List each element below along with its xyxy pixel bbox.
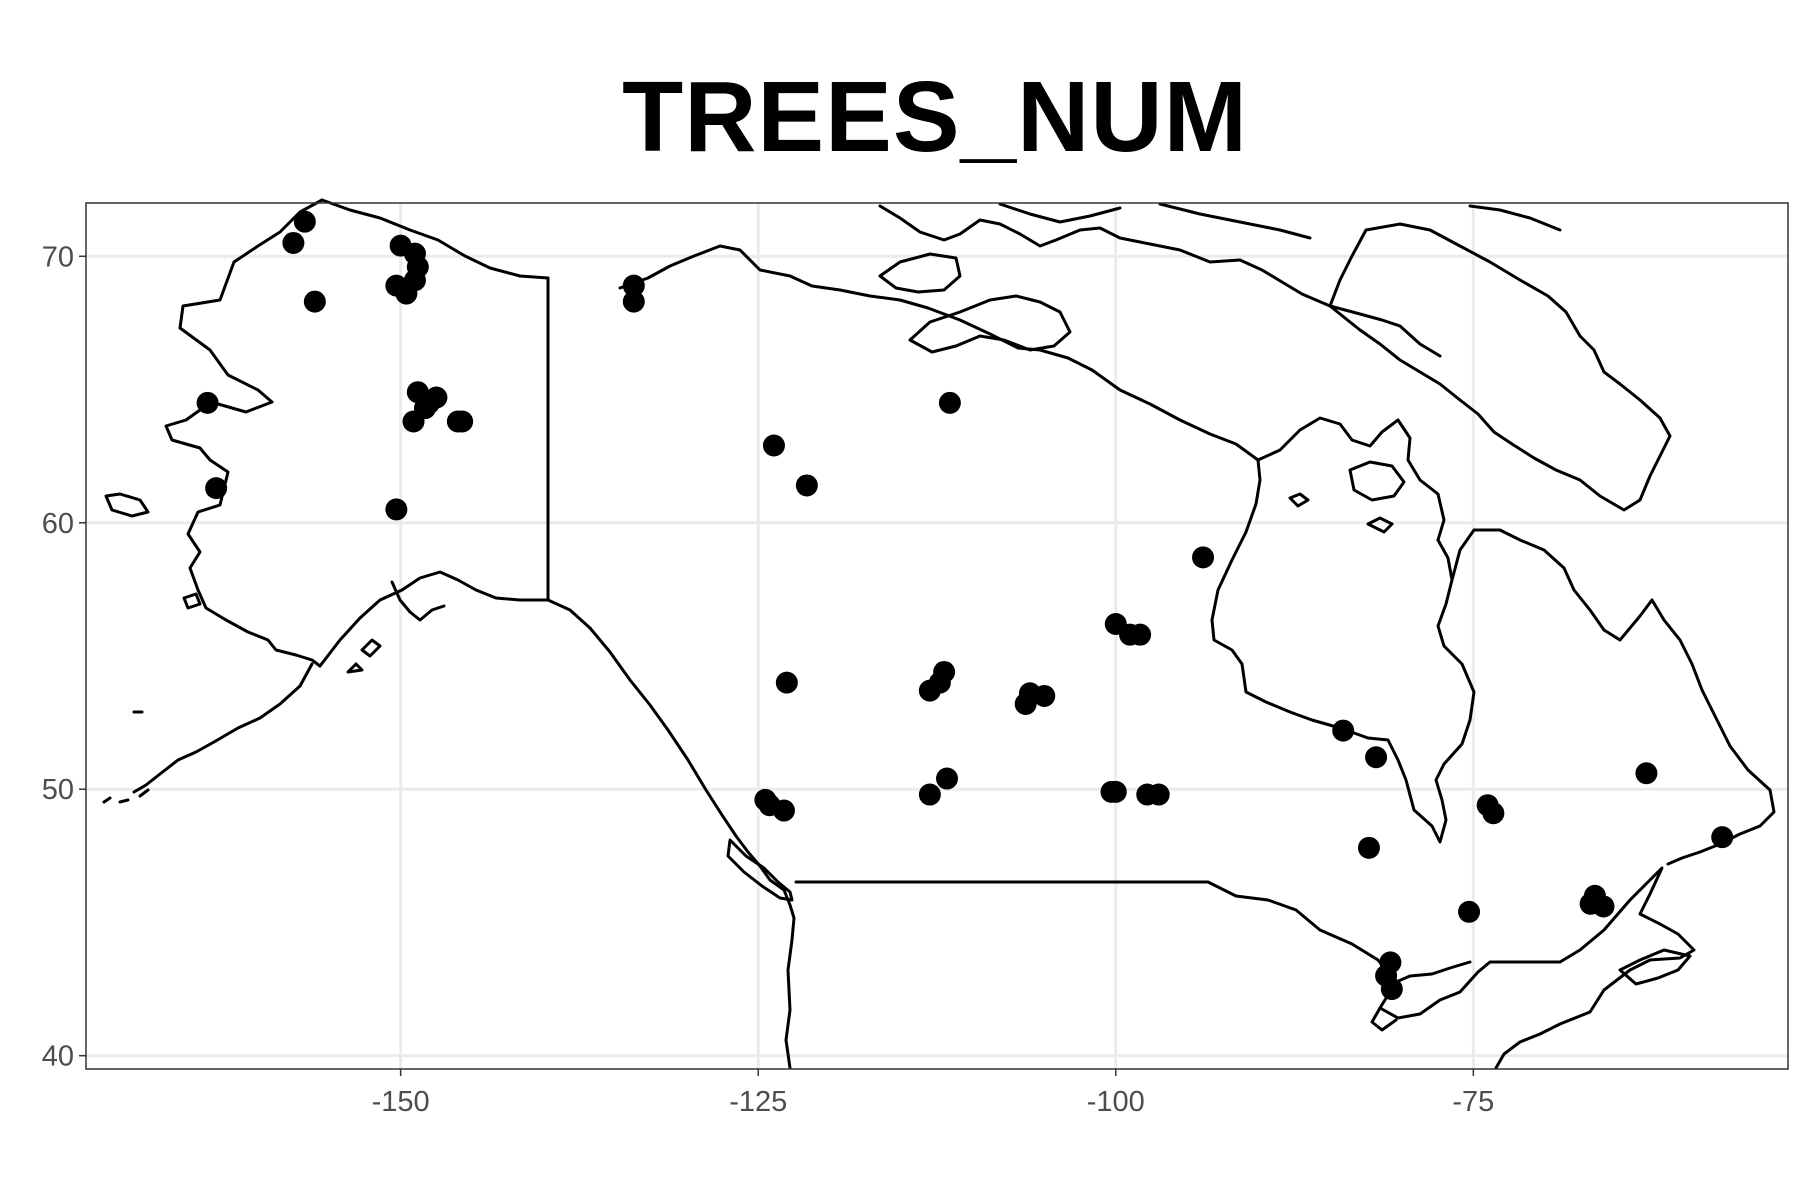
nova-scotia <box>1618 948 1692 986</box>
station-point <box>1365 746 1388 769</box>
station-point <box>1104 780 1127 803</box>
y-tick-label: 50 <box>42 774 74 806</box>
station-point <box>1711 826 1734 849</box>
x-tick-label: -100 <box>1087 1086 1145 1118</box>
station-point <box>303 290 326 313</box>
station-point <box>196 391 219 414</box>
x-tick-label: -75 <box>1452 1086 1494 1118</box>
station-point <box>918 783 941 806</box>
station-point <box>775 671 798 694</box>
coastline-layer <box>102 198 1776 1070</box>
banks-island <box>878 252 962 294</box>
arctic-mainland-coastline <box>618 244 1262 534</box>
st-lawrence-island <box>104 492 150 518</box>
boothia-melville <box>1256 416 1446 542</box>
y-tick-label: 70 <box>42 241 74 273</box>
station-point <box>402 410 425 433</box>
station-point <box>795 474 818 497</box>
alaska-coastline <box>164 198 324 668</box>
kenai-islands <box>182 592 382 674</box>
station-point <box>293 210 316 233</box>
station-point <box>451 410 474 433</box>
alaska-north-coastline <box>320 198 550 280</box>
station-point <box>1014 692 1037 715</box>
ellesmere-island <box>998 202 1562 240</box>
cook-inlet <box>390 580 446 622</box>
station-point <box>205 477 228 500</box>
pacific-coastline <box>746 850 796 1070</box>
y-tick-label: 40 <box>42 1041 74 1073</box>
aleutian-islands <box>102 710 150 804</box>
station-point <box>936 767 959 790</box>
station-point <box>1332 719 1355 742</box>
map-panel <box>86 203 1788 1069</box>
station-point <box>1129 623 1152 646</box>
akimiski-belcher <box>1288 492 1394 534</box>
y-tick-label: 60 <box>42 508 74 540</box>
station-point <box>385 498 408 521</box>
lake-erie-ontario <box>1370 960 1472 1032</box>
x-tick-label: -150 <box>372 1086 430 1118</box>
station-point <box>1192 546 1215 569</box>
station-point <box>1635 762 1658 785</box>
station-point <box>1357 836 1380 859</box>
baffin-island <box>1328 222 1672 512</box>
vancouver-island <box>726 838 794 902</box>
station-point <box>622 290 645 313</box>
station-point <box>772 799 795 822</box>
station-point <box>762 434 785 457</box>
station-point <box>1380 978 1403 1001</box>
station-point <box>1147 783 1170 806</box>
hudson-bay-coastline <box>1210 530 1476 844</box>
station-point <box>1033 684 1056 707</box>
map-title: TREES_NUM <box>622 61 1248 173</box>
station-point <box>622 274 645 297</box>
x-tick-label: -125 <box>729 1086 787 1118</box>
station-point <box>1592 895 1615 918</box>
station-point <box>933 660 956 683</box>
station-point <box>282 231 305 254</box>
arctic-islands-north <box>878 204 1442 358</box>
panel-border <box>85 202 1789 1070</box>
station-point <box>1482 802 1505 825</box>
victoria-island <box>908 294 1072 354</box>
station-point <box>1458 900 1481 923</box>
axes: -150 -125 -100 -75 40 50 60 70 <box>42 241 1495 1118</box>
station-point <box>395 282 418 305</box>
southampton-island <box>1348 460 1406 502</box>
labrador-coastline <box>1450 528 1776 866</box>
alaska-peninsula <box>132 662 314 794</box>
station-point <box>938 391 961 414</box>
station-points <box>196 210 1734 1001</box>
st-lawrence-coastline <box>1494 866 1696 1070</box>
